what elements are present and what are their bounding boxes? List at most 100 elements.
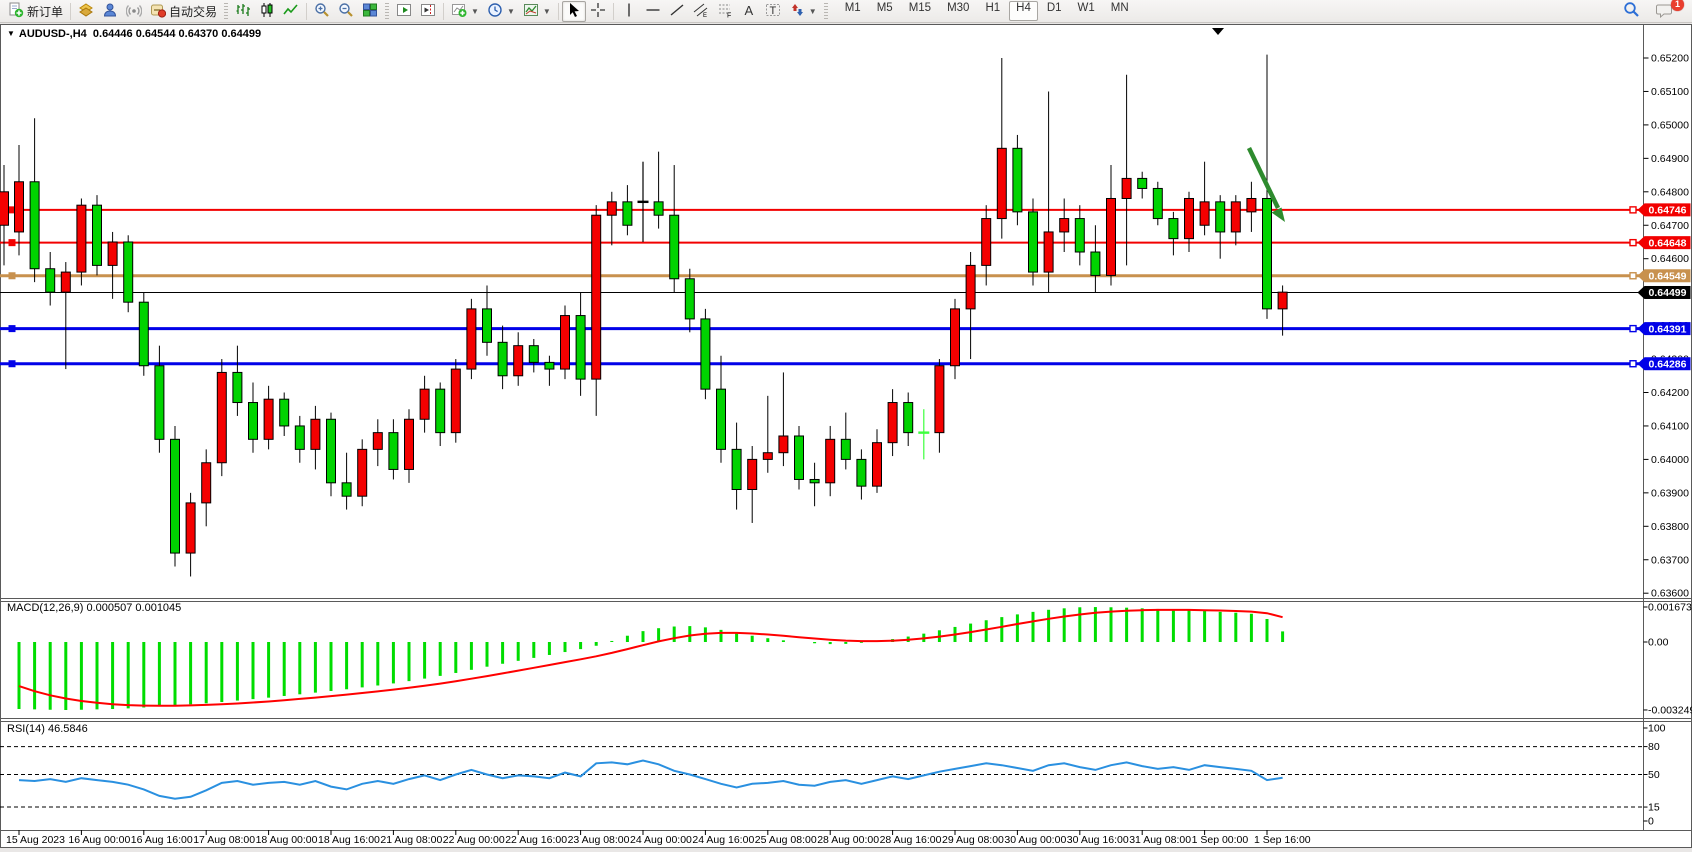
svg-text:0.001673: 0.001673 [1648,601,1692,613]
svg-text:17 Aug 08:00: 17 Aug 08:00 [193,834,255,846]
clock-icon [487,2,503,21]
fibonacci-button[interactable]: F [713,1,737,22]
indicators-button[interactable]: ▼ [447,1,483,22]
trendline-icon [669,2,685,21]
timeframe-h1-button[interactable]: H1 [985,2,1001,14]
templates-button[interactable]: ▼ [519,1,555,22]
svg-text:0: 0 [1648,816,1654,828]
signals-button[interactable] [122,1,146,22]
svg-text:16 Aug 16:00: 16 Aug 16:00 [131,834,193,846]
svg-text:0.64746: 0.64746 [1649,205,1687,217]
periods-dropdown-caret: ▼ [506,6,515,16]
auto-trading-button[interactable]: 自动交易 [146,1,221,22]
cursor-button[interactable] [561,0,586,22]
svg-text:0.64499: 0.64499 [1649,287,1687,299]
toolbar-separator [443,2,445,20]
svg-text:0.63700: 0.63700 [1651,554,1689,566]
svg-text:F: F [727,12,731,18]
periods-button[interactable]: ▼ [483,1,519,22]
new-order-icon [8,2,24,21]
svg-text:16 Aug 00:00: 16 Aug 00:00 [68,834,130,846]
chart-canvas[interactable]: 0.65200 0.65100 0.65000 0.64900 0.64800 0.647… [0,24,1692,848]
time-axis[interactable]: 15 Aug 2023 16 Aug 00:00 16 Aug 16:00 17 Au… [6,830,1311,846]
vertical-line-button[interactable] [617,1,641,22]
text-icon: A [741,2,757,21]
toolbar-separator [70,2,72,20]
timeframe-h4-button[interactable]: H4 [1009,1,1038,21]
indicators-icon [451,2,467,21]
svg-text:0.64648: 0.64648 [1649,237,1687,249]
svg-text:31 Aug 08:00: 31 Aug 08:00 [1129,834,1191,846]
price-lines [0,206,1644,368]
svg-text:0.64700: 0.64700 [1651,220,1689,232]
horizontal-line-icon [645,2,661,21]
horizontal-line-0.64286[interactable] [0,360,1644,368]
toolbar-separator [612,2,614,20]
profile-icon [102,2,118,21]
horizontal-line-button[interactable] [641,1,665,22]
zoom-in-icon [314,2,330,21]
search-icon [1623,1,1640,21]
gold-icon [78,2,94,21]
candlestick-chart-button[interactable] [255,1,279,22]
fibonacci-icon: F [717,2,733,21]
bar-chart-icon [235,2,251,21]
svg-text:29 Aug 08:00: 29 Aug 08:00 [942,834,1004,846]
svg-text:50: 50 [1648,769,1660,781]
svg-text:0.63800: 0.63800 [1651,521,1689,533]
toolbar-grip[interactable] [823,3,828,19]
arrows-dropdown-caret: ▼ [808,6,817,16]
horizontal-line-0.64549[interactable] [0,272,1644,280]
svg-text:0.63600: 0.63600 [1651,588,1689,600]
svg-text:0.64286: 0.64286 [1649,358,1687,370]
timeframe-m1-button[interactable]: M1 [844,2,861,14]
toolbar-grip[interactable] [385,3,390,19]
chart-shift-button[interactable] [416,1,440,22]
new-order-button[interactable]: 新订单 [4,1,67,22]
zoom-in-button[interactable] [310,1,334,22]
toolbar-grip[interactable] [224,3,229,19]
price-line-badges: 0.64746 0.64648 0.64549 0.64499 0.64391 0.642… [1637,203,1691,370]
svg-text:E: E [703,13,707,18]
deposit-button[interactable] [74,1,98,22]
tile-windows-button[interactable] [358,1,382,22]
timeframe-w1-button[interactable]: W1 [1077,2,1095,14]
svg-text:18 Aug 00:00: 18 Aug 00:00 [256,834,318,846]
arrows-button[interactable]: ▼ [785,1,821,22]
text-label-button[interactable]: T [761,1,785,22]
svg-text:18 Aug 16:00: 18 Aug 16:00 [318,834,380,846]
svg-text:0.65100: 0.65100 [1651,86,1689,98]
auto-scroll-button[interactable] [392,1,416,22]
svg-text:28 Aug 16:00: 28 Aug 16:00 [880,834,942,846]
crosshair-icon [590,2,606,21]
profile-button[interactable] [98,1,122,22]
bar-chart-button[interactable] [231,1,255,22]
timeframe-mn-button[interactable]: MN [1110,2,1129,14]
chart-shift-marker[interactable] [1212,28,1224,35]
horizontal-line-0.64391[interactable] [0,324,1644,333]
equidistant-channel-button[interactable]: E [689,1,713,22]
horizontal-line-0.64746[interactable] [0,206,1644,214]
crosshair-button[interactable] [586,1,610,22]
chart-shift-icon [420,2,436,21]
horizontal-line-0.64648[interactable] [0,238,1644,247]
svg-text:0.64000: 0.64000 [1651,454,1689,466]
trend-arrow-annotation[interactable] [1246,147,1285,222]
toolbar-separator [557,2,559,20]
notifications-button[interactable]: 1 [1652,0,1684,22]
templates-dropdown-caret: ▼ [542,6,551,16]
search-button[interactable] [1619,1,1644,22]
line-chart-button[interactable] [279,1,303,22]
svg-text:30 Aug 16:00: 30 Aug 16:00 [1067,834,1129,846]
timeframe-m30-button[interactable]: M30 [947,2,970,14]
zoom-out-button[interactable] [334,1,358,22]
timeframe-m5-button[interactable]: M5 [876,2,893,14]
signal-icon [125,2,143,21]
macd-signal-line [18,608,1283,707]
timeframe-d1-button[interactable]: D1 [1046,2,1062,14]
text-button[interactable]: A [737,1,761,22]
trendline-button[interactable] [665,1,689,22]
svg-text:1 Sep 00:00: 1 Sep 00:00 [1192,834,1249,846]
svg-text:0.64549: 0.64549 [1649,270,1687,282]
timeframe-m15-button[interactable]: M15 [908,2,932,14]
